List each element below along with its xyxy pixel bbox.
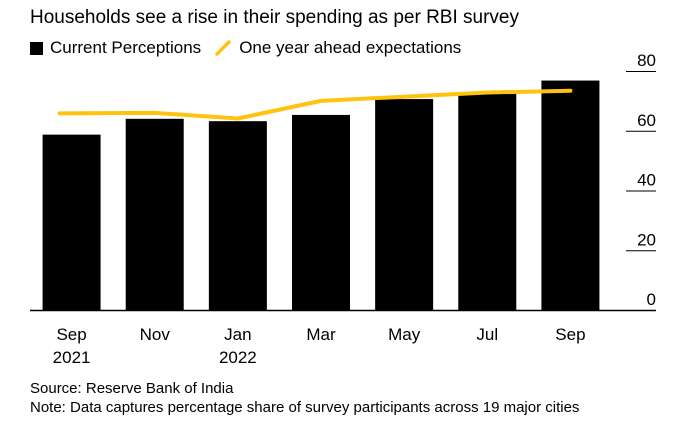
x-tick-label-jul: Jul <box>476 325 498 344</box>
bars-layer <box>42 80 600 311</box>
legend-item-expectations: One year ahead expectations <box>215 38 461 58</box>
legend-label-current-perceptions: Current Perceptions <box>50 38 202 57</box>
y-tick-label-40: 40 <box>637 171 656 190</box>
bar-jan-2022 <box>208 121 267 310</box>
x-labels-layer: Sep 2021 Nov Jan 2022 Mar May Jul Sep <box>53 325 586 367</box>
bar-sep <box>541 80 600 310</box>
chart-title: Households see a rise in their spending … <box>30 7 519 28</box>
x-tick-label-may: May <box>388 325 421 344</box>
bar-sep-2021 <box>42 134 101 310</box>
line-layer <box>57 88 573 121</box>
source-block: Source: Reserve Bank of India Note: Data… <box>30 379 579 417</box>
x-tick-label-jan-2022: Jan 2022 <box>219 325 257 367</box>
y-tick-label-0: 0 <box>647 290 656 309</box>
bar-jul <box>458 92 517 310</box>
bar-swatch-icon <box>30 41 43 55</box>
source-text: Source: Reserve Bank of India <box>30 380 234 397</box>
line-swatch-icon <box>215 40 231 56</box>
bar-nov <box>125 118 184 310</box>
legend: Current Perceptions One year ahead expec… <box>30 37 475 59</box>
x-tick-label-sep: Sep <box>555 325 585 344</box>
y-labels-layer: 0 20 40 60 80 <box>626 51 656 309</box>
x-tick-label-sep-2021: Sep 2021 <box>53 325 91 367</box>
x-tick-label-nov: Nov <box>140 325 171 344</box>
note-text: Note: Data captures percentage share of … <box>30 399 580 416</box>
bar-mar <box>292 114 350 310</box>
legend-item-current-perceptions: Current Perceptions <box>30 38 201 58</box>
y-tick-label-80: 80 <box>637 51 656 70</box>
bar-may <box>375 99 434 311</box>
legend-label-expectations: One year ahead expectations <box>239 38 462 57</box>
y-tick-label-20: 20 <box>637 230 656 249</box>
x-tick-label-mar: Mar <box>306 325 336 344</box>
y-tick-label-60: 60 <box>637 111 656 130</box>
